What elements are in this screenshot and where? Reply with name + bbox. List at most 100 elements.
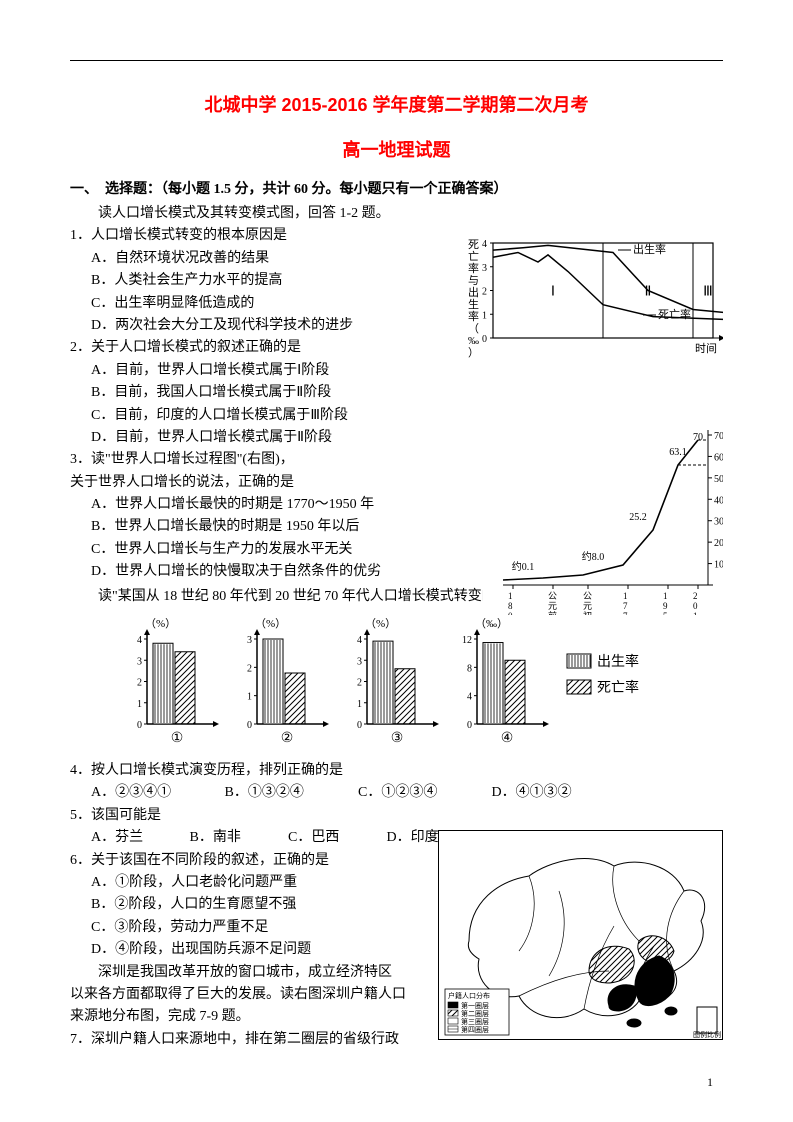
svg-text:0: 0 — [693, 601, 698, 611]
q5-C: C．巴西 — [288, 827, 383, 849]
svg-text:第四圈层: 第四圈层 — [461, 1025, 489, 1034]
svg-text:第二圈层: 第二圈层 — [461, 1009, 489, 1018]
exam-title-sub: 高一地理试题 — [70, 136, 723, 165]
svg-text:④: ④ — [500, 731, 513, 746]
svg-text:公: 公 — [583, 591, 592, 601]
svg-text:出生率: 出生率 — [633, 242, 666, 256]
svg-text:（: （ — [468, 322, 479, 335]
svg-text:③: ③ — [390, 731, 403, 746]
fig1-svg: 01234死亡率与出生率（‰）ⅠⅡⅢ出生率死亡率时间 — [458, 228, 723, 358]
q4-C: C．①②③④ — [358, 782, 488, 804]
q1-C: C．出生率明显降低造成的 — [70, 293, 410, 315]
svg-text:50: 50 — [714, 474, 723, 485]
svg-text:）: ） — [468, 346, 479, 358]
svg-text:8: 8 — [508, 601, 513, 611]
svg-text:1: 1 — [623, 591, 628, 601]
svg-text:25.2: 25.2 — [629, 512, 647, 523]
section-1-heading: 一、 选择题：（每小题 1.5 分，共计 60 分。每小题只有一个正确答案） — [70, 179, 723, 201]
svg-text:20: 20 — [714, 538, 723, 549]
exam-title-main: 北城中学 2015-2016 学年度第二学期第二次月考 — [70, 91, 723, 120]
page-number: 1 — [707, 1073, 713, 1092]
svg-text:图例比例: 图例比例 — [693, 1030, 721, 1039]
intro-7-9-l1: 深圳是我国改革开放的窗口城市，成立经济特区 — [70, 962, 420, 984]
q4-stem: 4．按人口增长模式演变历程，排列正确的是 — [70, 760, 723, 782]
svg-text:元: 元 — [583, 601, 592, 611]
svg-text:5: 5 — [663, 611, 668, 615]
q5-A: A．芬兰 — [91, 827, 186, 849]
figure-world-population-growth: 10203040506070（亿）约0.1约8.025.263.1701800年… — [483, 420, 723, 615]
svg-text:2: 2 — [247, 663, 252, 674]
q4-B: B．①③②④ — [225, 782, 355, 804]
q6-B: B．②阶段，人口的生育愿望不强 — [70, 894, 420, 916]
svg-text:约8.0: 约8.0 — [582, 550, 605, 563]
svg-text:70: 70 — [693, 432, 703, 443]
q3-stem-2: 关于世界人口增长的说法，正确的是 — [70, 472, 450, 494]
svg-text:约0.1: 约0.1 — [512, 560, 535, 573]
svg-text:1: 1 — [663, 591, 668, 601]
intro-7-9-l2: 以来各方面都取得了巨大的发展。读右图深圳户籍人口 — [70, 984, 420, 1006]
q2-D: D．目前，世界人口增长模式属于Ⅱ阶段 — [70, 427, 410, 449]
svg-text:与: 与 — [468, 274, 479, 287]
q6-A: A．①阶段，人口老龄化问题严重 — [70, 872, 420, 894]
q2-stem: 2．关于人口增长模式的叙述正确的是 — [70, 337, 410, 359]
svg-text:（%）: （%） — [145, 617, 176, 630]
svg-text:亡: 亡 — [468, 249, 479, 263]
svg-text:公: 公 — [548, 591, 557, 601]
q3-C: C．世界人口增长与生产力的发展水平无关 — [70, 539, 450, 561]
svg-text:1: 1 — [482, 310, 487, 321]
svg-text:30: 30 — [714, 517, 723, 528]
fig3-svg: 01234（%）①0123（%）②01234（%）③04812（‰）④出生率死亡… — [117, 614, 677, 754]
svg-text:元: 元 — [548, 601, 557, 611]
intro-7-9-l3: 来源地分布图，完成 7-9 题。 — [70, 1006, 420, 1028]
figure-china-map: 图例比例户籍人口分布第一圈层第二圈层第三圈层第四圈层 — [438, 830, 723, 1040]
fig4-svg: 图例比例户籍人口分布第一圈层第二圈层第三圈层第四圈层 — [439, 831, 722, 1039]
svg-text:生: 生 — [468, 297, 479, 311]
svg-text:2: 2 — [482, 287, 487, 298]
q2-C: C．目前，印度的人口增长模式属于Ⅲ阶段 — [70, 405, 410, 427]
svg-text:2: 2 — [357, 678, 362, 689]
svg-text:0: 0 — [508, 611, 513, 615]
q4-options: A．②③④① B．①③②④ C．①②③④ D．④①③② — [70, 782, 723, 804]
svg-text:率: 率 — [468, 261, 479, 275]
svg-text:（‰）: （‰） — [475, 617, 508, 630]
svg-text:（%）: （%） — [365, 617, 396, 630]
figure-population-model: 01234死亡率与出生率（‰）ⅠⅡⅢ出生率死亡率时间 — [458, 228, 723, 358]
svg-text:第一圈层: 第一圈层 — [461, 1001, 489, 1010]
q2-A: A．目前，世界人口增长模式属于Ⅰ阶段 — [70, 360, 410, 382]
q5-B: B．南非 — [190, 827, 285, 849]
q4-D: D．④①③② — [492, 782, 622, 804]
q1-stem: 1．人口增长模式转变的根本原因是 — [70, 225, 410, 247]
figure-four-stages-bars: 01234（%）①0123（%）②01234（%）③04812（‰）④出生率死亡… — [117, 614, 677, 754]
svg-text:4: 4 — [357, 635, 362, 646]
svg-text:0: 0 — [137, 720, 142, 731]
svg-text:3: 3 — [482, 263, 487, 274]
svg-text:②: ② — [280, 731, 293, 746]
svg-text:出: 出 — [468, 285, 479, 299]
svg-text:户籍人口分布: 户籍人口分布 — [448, 991, 490, 1000]
svg-text:0: 0 — [482, 334, 487, 345]
svg-text:63.1: 63.1 — [669, 447, 687, 458]
svg-text:时间: 时间 — [695, 342, 717, 355]
svg-text:3: 3 — [137, 656, 142, 667]
svg-text:4: 4 — [137, 635, 142, 646]
svg-text:Ⅲ: Ⅲ — [703, 285, 713, 300]
q3-A: A．世界人口增长最快的时期是 1770～1950 年 — [70, 494, 450, 516]
svg-text:3: 3 — [357, 656, 362, 667]
q7-stem: 7．深圳户籍人口来源地中，排在第二圈层的省级行政 — [70, 1029, 420, 1051]
svg-text:0: 0 — [357, 720, 362, 731]
intro-1-2: 读人口增长模式及其转变模式图，回答 1-2 题。 — [70, 203, 723, 225]
svg-text:3: 3 — [247, 635, 252, 646]
svg-text:死: 死 — [468, 239, 479, 251]
q5-stem: 5．该国可能是 — [70, 805, 723, 827]
q4-A: A．②③④① — [91, 782, 221, 804]
svg-text:‰: ‰ — [468, 335, 479, 347]
svg-text:出生率: 出生率 — [597, 653, 639, 670]
svg-text:Ⅰ: Ⅰ — [551, 285, 555, 300]
svg-text:死亡率: 死亡率 — [597, 679, 639, 696]
svg-text:10: 10 — [714, 560, 723, 571]
svg-text:（%）: （%） — [255, 617, 286, 630]
svg-text:8: 8 — [467, 663, 472, 674]
svg-text:60: 60 — [714, 452, 723, 463]
svg-text:4: 4 — [482, 239, 487, 250]
q6-D: D．④阶段，出现国防兵源不足问题 — [70, 939, 420, 961]
